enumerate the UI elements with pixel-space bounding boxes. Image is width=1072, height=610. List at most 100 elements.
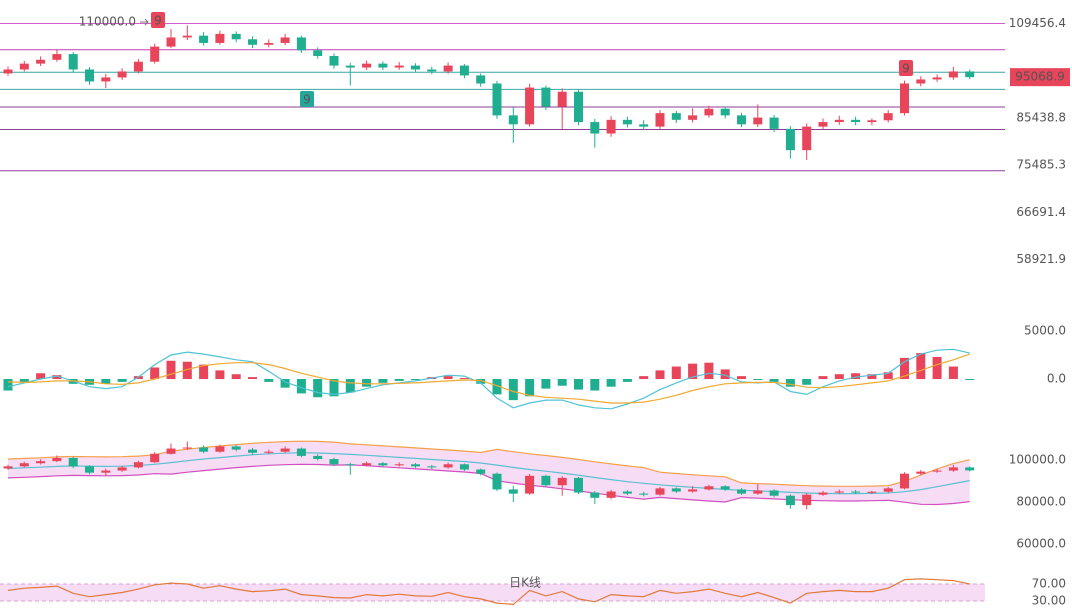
macd-bar	[345, 379, 355, 393]
y-tick-label: 100000.0	[1009, 453, 1066, 467]
signal-badge	[151, 12, 165, 28]
candle-body	[883, 488, 893, 492]
macd-bar	[834, 374, 844, 380]
macd-bar	[574, 379, 583, 390]
macd-bar	[655, 370, 665, 380]
candle-body	[329, 55, 339, 66]
candle-body	[606, 491, 616, 498]
candle-body	[671, 113, 681, 120]
candle-body	[574, 91, 583, 123]
candle-body	[785, 495, 795, 506]
candle-body	[215, 33, 225, 43]
candle-body	[166, 448, 176, 454]
macd-bar	[737, 376, 746, 380]
candle-body	[916, 79, 926, 84]
y-tick-label: 60000.0	[1016, 536, 1066, 550]
candle-body	[443, 65, 453, 72]
candle-body	[802, 494, 812, 506]
macd-bar	[965, 379, 975, 381]
candle-body	[248, 39, 257, 45]
macd-bar	[704, 362, 714, 380]
candle-body	[215, 446, 225, 452]
macd-bar	[36, 373, 46, 380]
y-tick-label: 0.0	[1047, 372, 1066, 386]
y-tick-label: 30.00	[1032, 593, 1066, 607]
candle-body	[753, 490, 763, 494]
candle-body	[231, 446, 241, 450]
candle-body	[313, 455, 323, 460]
candle-body	[280, 37, 290, 43]
candle-body	[541, 87, 551, 107]
macd-bar	[606, 379, 616, 387]
candle-body	[655, 113, 665, 127]
candle-body	[427, 69, 437, 72]
candle-body	[264, 451, 274, 453]
candle-body	[688, 489, 698, 492]
y-tick-label: 75485.3	[1016, 158, 1066, 172]
candle-body	[19, 463, 29, 467]
candle-body	[19, 63, 29, 70]
macd-bar	[492, 379, 502, 395]
candle-body	[834, 491, 844, 493]
annotation-arrow	[140, 18, 149, 26]
macd-bar	[867, 374, 877, 380]
signal-badge-text: 9	[154, 14, 162, 28]
candle-body	[150, 453, 160, 463]
candle-body	[769, 490, 779, 496]
macd-bar	[411, 379, 420, 381]
candle-body	[737, 115, 746, 125]
candle-body	[394, 464, 404, 466]
candle-body	[932, 470, 942, 472]
macd-bar	[378, 379, 388, 383]
candle-body	[264, 42, 274, 45]
candle-body	[411, 65, 420, 70]
macd-bar	[590, 379, 600, 391]
macd-bar	[117, 379, 127, 382]
candle-body	[52, 54, 62, 60]
macd-bar	[52, 375, 62, 380]
candle-body	[427, 466, 437, 468]
candle-body	[622, 491, 632, 494]
candle-body	[378, 63, 388, 68]
candle-body	[851, 491, 861, 493]
macd-bar	[3, 379, 13, 391]
macd-bar	[622, 379, 632, 382]
candle-body	[557, 91, 567, 107]
candle-body	[85, 466, 94, 473]
candle-body	[231, 33, 241, 40]
macd-bar	[182, 361, 192, 380]
candle-body	[622, 119, 632, 125]
candle-body	[557, 477, 567, 486]
y-tick-label: 5000.0	[1024, 324, 1066, 338]
candle-body	[574, 477, 583, 493]
macd-bar	[785, 379, 795, 387]
candle-body	[867, 491, 877, 493]
candle-body	[296, 37, 306, 51]
candle-body	[492, 83, 502, 116]
rsi-line	[7, 578, 970, 606]
candle-body	[737, 489, 746, 494]
candle-body	[525, 475, 535, 494]
candle-body	[883, 113, 893, 121]
signal-badge	[300, 91, 314, 107]
macd-bar	[101, 379, 111, 384]
candle-body	[965, 467, 975, 471]
signal-badge-text: 9	[902, 62, 910, 76]
candle-body	[52, 457, 62, 462]
candle-body	[182, 447, 192, 449]
candle-body	[606, 119, 616, 134]
candle-body	[296, 448, 306, 456]
candle-body	[900, 83, 909, 114]
candle-body	[590, 122, 600, 134]
y-tick-label: 85438.8	[1016, 110, 1066, 124]
candle-body	[867, 120, 877, 123]
candle-body	[3, 466, 13, 469]
macd-bar	[459, 378, 469, 380]
macd-bar	[948, 366, 958, 380]
candle-body	[166, 37, 176, 47]
candle-body	[101, 470, 111, 473]
macd-bar	[720, 369, 730, 380]
candle-body	[36, 461, 46, 464]
macd-bar	[557, 379, 567, 386]
